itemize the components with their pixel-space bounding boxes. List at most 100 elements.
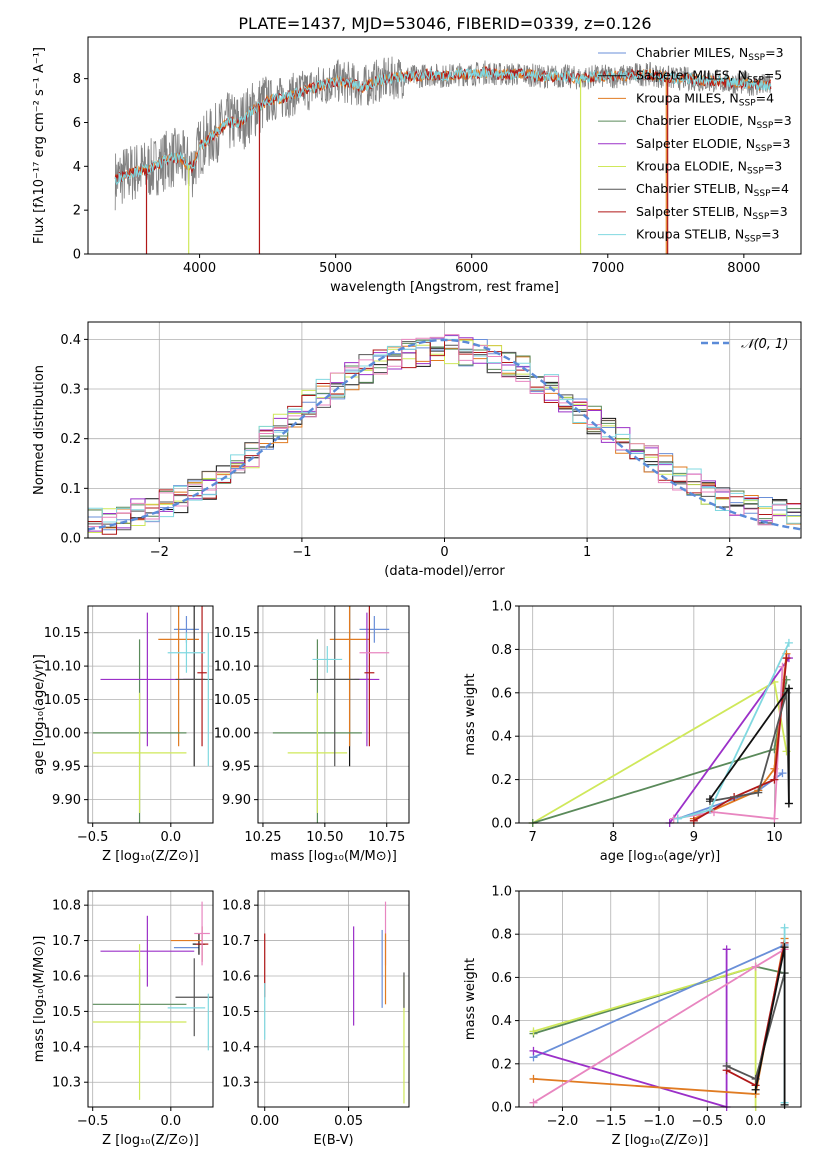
y-tick-label: 0.0 <box>491 1101 512 1116</box>
y-tick-label: 0.6 <box>491 971 512 986</box>
legend-sub: SSP <box>754 189 771 199</box>
axes-frame <box>87 36 802 255</box>
x-axis-label: mass [log₁₀(M/M⊙)] <box>270 849 397 864</box>
age-vs-mass-plot-area <box>272 606 390 823</box>
y-tick-label: 0.0 <box>491 817 512 832</box>
legend-entry: Kroupa MILES, NSSP=4 <box>636 90 774 108</box>
legend-tail: =3 <box>772 136 790 151</box>
x-tick-label: 9 <box>690 830 698 845</box>
legend-sub: SSP <box>748 53 765 63</box>
x-tick-label: 8 <box>609 830 617 845</box>
legend-text: Chabrier MILES, N <box>636 45 748 60</box>
y-tick-label: 2 <box>73 204 81 219</box>
y-tick-label: 0.3 <box>60 383 81 398</box>
legend-tail: =4 <box>756 90 774 105</box>
y-tick-label: 0.2 <box>60 432 81 447</box>
y-tick-label: 9.90 <box>52 793 81 808</box>
y-tick-label: 9.95 <box>222 760 251 775</box>
y-tick-label: 10.8 <box>222 899 251 914</box>
weight-point-marker <box>751 1085 760 1094</box>
weight-point-marker <box>722 1061 731 1070</box>
mass-weight-vs-Z-chart: −2.0 −1.5 −1.0 −0.5 0.0 0.0 0.2 0.4 0.6 0.8 1.0 Z [… <box>463 885 802 1148</box>
y-tick-label: 10.3 <box>222 1076 251 1091</box>
y-axis-label: mass weight <box>463 958 478 1040</box>
x-tick-label: 0 <box>440 545 448 560</box>
y-tick-label: 0.4 <box>491 730 512 745</box>
y-tick-label: 1.0 <box>491 885 512 900</box>
y-tick-label: 9.95 <box>52 760 81 775</box>
x-tick-label: 10.50 <box>306 830 343 845</box>
legend-tail: =5 <box>764 68 782 83</box>
model-spectrum-line <box>114 67 772 186</box>
legend-tail: =3 <box>761 227 779 242</box>
x-axis-label: age [log₁₀(age/yr)] <box>600 849 721 864</box>
weight-point-marker <box>705 805 714 814</box>
x-tick-label: 10.25 <box>244 830 281 845</box>
legend-entry: Chabrier STELIB, NSSP=4 <box>636 181 789 199</box>
y-tick-label: 10.4 <box>222 1040 251 1055</box>
y-tick-label: 10.15 <box>44 626 81 641</box>
plot-layer: 4000 5000 6000 7000 8000 0 2 4 6 8 Chabrier MILES,… <box>32 36 802 1148</box>
age-vs-Z-chart: −0.5 0.0 9.90 9.95 10.00 10.05 10.10 10.15 Z [lo… <box>32 605 214 864</box>
x-tick-label: 2 <box>726 545 734 560</box>
legend-sub: SSP <box>752 212 769 222</box>
y-axis-label: mass [log₁₀(M/M⊙)] <box>32 936 47 1063</box>
legend-text: Kroupa STELIB, N <box>636 227 744 242</box>
y-tick-label: 10.7 <box>52 934 81 949</box>
normal-curve <box>88 338 801 531</box>
x-tick-label: −0.5 <box>77 830 109 845</box>
x-tick-label: −1.5 <box>595 1114 627 1129</box>
x-axis-label: Z [log₁₀(Z/Z⊙)] <box>612 1133 709 1148</box>
histogram-step <box>88 334 801 538</box>
legend-text: Kroupa ELODIE, N <box>636 159 747 174</box>
y-tick-label: 0.8 <box>491 928 512 943</box>
legend-text: Salpeter STELIB, N <box>636 204 752 219</box>
y-tick-label: 0.1 <box>60 482 81 497</box>
legend-text: Salpeter MILES, N <box>636 68 747 83</box>
y-tick-label: 1.0 <box>491 600 512 615</box>
x-axis-label: Z [log₁₀(Z/Z⊙)] <box>102 1133 199 1148</box>
legend-text: Chabrier STELIB, N <box>636 181 754 196</box>
y-axis-label: Flux [fλ10⁻¹⁷ erg cm⁻² s⁻¹ A⁻¹] <box>32 47 47 244</box>
y-tick-label: 0.6 <box>491 686 512 701</box>
weight-point-marker <box>784 638 793 647</box>
y-tick-label: 10.00 <box>214 726 251 741</box>
x-tick-label: 0.0 <box>160 1114 181 1129</box>
legend-entry: Salpeter ELODIE, NSSP=3 <box>636 136 790 154</box>
legend-entry: Chabrier MILES, NSSP=3 <box>636 45 784 63</box>
weight-series-line <box>693 658 788 822</box>
y-axis-label: Normed distribution <box>32 365 47 495</box>
weight-series-line <box>533 944 785 1059</box>
y-tick-label: 8 <box>73 72 81 87</box>
legend-sub: SSP <box>739 98 756 108</box>
figure-title: PLATE=1437, MJD=53046, FIBERID=0339, z=0… <box>238 14 651 33</box>
histogram-plot-area <box>88 334 801 538</box>
x-tick-label: 4000 <box>183 261 216 276</box>
x-tick-label: −1.0 <box>643 1114 675 1129</box>
weight-point-marker <box>751 962 760 971</box>
y-tick-label: 10.10 <box>214 660 251 675</box>
y-tick-label: 10.6 <box>52 969 81 984</box>
x-tick-label: 10.75 <box>368 830 405 845</box>
weight-point-marker <box>722 945 731 954</box>
axes-frame <box>518 890 802 1108</box>
weight-point-marker <box>529 1046 538 1055</box>
x-tick-label: 5000 <box>319 261 352 276</box>
x-tick-label: 0.0 <box>745 1114 766 1129</box>
axes-frame <box>87 321 802 539</box>
x-tick-label: 1 <box>583 545 591 560</box>
y-axis-label: mass weight <box>463 673 478 755</box>
spectrum-plot-area <box>114 56 772 254</box>
axes-frame <box>518 605 802 824</box>
x-axis-label: Z [log₁₀(Z/Z⊙)] <box>102 849 199 864</box>
legend-tail: =3 <box>765 45 783 60</box>
y-tick-label: 6 <box>73 116 81 131</box>
weight-point-marker <box>780 1100 789 1109</box>
mass-vs-Z-plot-area <box>92 901 213 1100</box>
y-tick-label: 0.8 <box>491 643 512 658</box>
x-tick-label: −2.0 <box>547 1114 579 1129</box>
legend-entry: Kroupa STELIB, NSSP=3 <box>636 227 780 245</box>
x-tick-label: 7000 <box>591 261 624 276</box>
legend-text: Kroupa MILES, N <box>636 90 739 105</box>
